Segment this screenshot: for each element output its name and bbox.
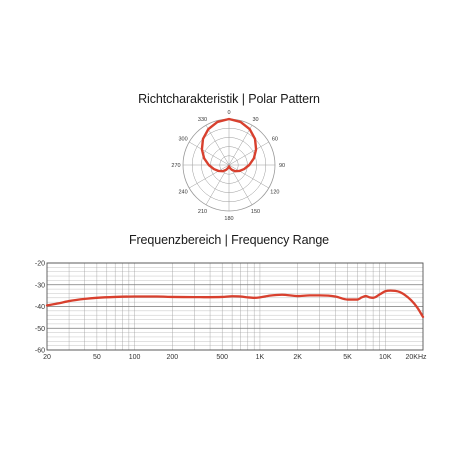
x-tick-label: 20KHz [405,354,427,361]
y-tick-label: -40 [35,304,45,311]
x-tick-label: 200 [166,354,178,361]
polar-spoke [228,125,253,166]
polar-angle-label: 150 [251,209,260,215]
polar-angle-label: 90 [279,163,285,169]
polar-angle-label: 120 [270,190,279,196]
x-tick-label: 5K [343,354,352,361]
x-tick-label: 100 [129,354,141,361]
x-axis-tick-labels: 20 50 100 200 500 1K 2K 5K 10K 20KHz [43,354,427,361]
polar-spoke [228,164,269,189]
x-tick-label: 500 [216,354,228,361]
y-tick-label: -30 [35,282,45,289]
polar-curve-group [200,117,258,173]
frequency-range-title: Frequenzbereich | Frequency Range [128,233,330,247]
polar-pattern-title: Richtcharakteristik | Polar Pattern [138,92,320,106]
x-tick-label: 20 [43,354,51,361]
polar-angle-label: 330 [198,117,207,123]
frequency-grid [46,262,424,351]
y-axis-tick-labels: -20 -30 -40 -50 -60 [35,261,45,355]
polar-spoke [189,164,230,189]
polar-angle-labels: 0 30 60 90 120 150 180 210 240 270 300 330 [171,110,285,222]
polar-spoke [205,125,230,166]
polar-angle-label: 30 [252,117,258,123]
polar-angle-label: 270 [171,163,180,169]
polar-angle-label: 0 [227,110,230,116]
y-tick-label: -20 [35,261,45,268]
polar-angle-label: 60 [272,137,278,143]
x-tick-label: 2K [293,354,302,361]
y-tick-label: -60 [35,348,45,355]
polar-angle-label: 210 [198,209,207,215]
frequency-response-curve [45,289,425,319]
polar-angle-label: 300 [179,137,188,143]
x-tick-label: 10K [379,354,392,361]
polar-pattern-curve [200,117,258,173]
polar-angle-label: 240 [179,190,188,196]
x-tick-label: 1K [256,354,265,361]
polar-spoke [205,164,230,205]
frequency-curve-group [45,289,425,319]
polar-spoke [228,164,253,205]
polar-spoke [228,141,269,166]
y-tick-label: -50 [35,326,45,333]
polar-angle-label: 180 [224,216,233,222]
polar-spoke [189,141,230,166]
x-tick-label: 50 [93,354,101,361]
